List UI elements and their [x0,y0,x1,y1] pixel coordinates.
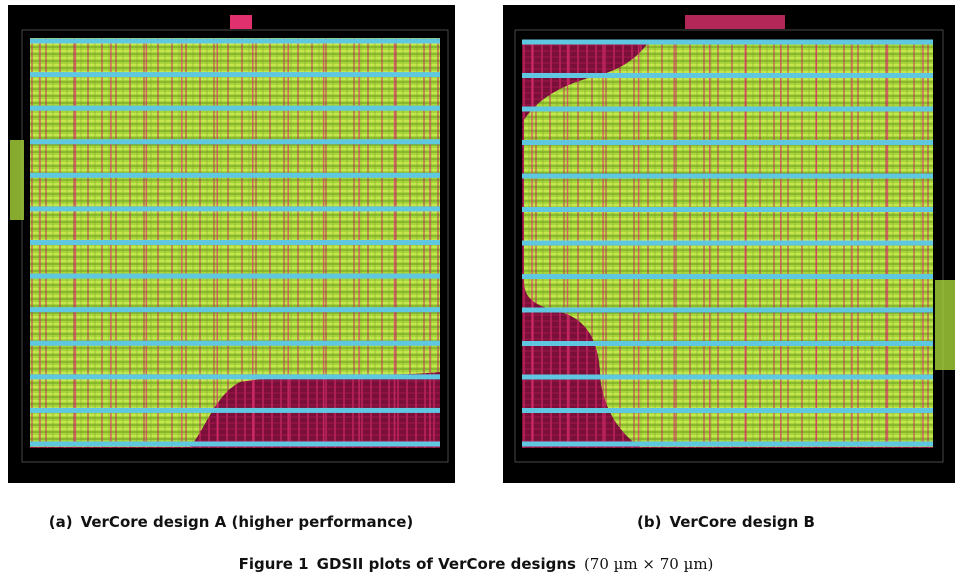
gdsii-plots [8,5,955,483]
power-stripe [30,38,440,44]
caption-text: GDSII plots of VerCore designs [316,555,576,573]
power-stripe [30,407,440,413]
plot-a [8,5,455,483]
power-stripe [522,441,933,447]
power-stripe [522,341,933,346]
power-stripe [30,273,440,279]
power-stripes [30,38,440,447]
panel-label: (b) [637,513,662,531]
power-stripes [522,39,933,447]
figure-caption: Figure 1 GDSII plots of VerCore designs (7… [239,555,722,573]
panel-caption: (b) VerCore design B [637,513,823,531]
plot-b [503,5,955,483]
power-stripe [30,240,440,245]
power-stripe [30,172,440,178]
power-stripe [522,240,933,246]
caption-text: VerCore design A (higher performance) [80,513,414,531]
power-stripe [522,307,933,313]
power-stripe [30,206,440,212]
power-stripe [522,207,933,212]
power-stripe [522,274,933,279]
power-stripe [522,173,933,179]
power-stripe [30,340,440,346]
figure-label: Figure 1 [238,555,309,573]
power-stripe [30,307,440,313]
power-stripe [30,105,440,111]
power-stripe [30,72,440,78]
caption-text: VerCore design B [669,513,815,531]
power-stripe [522,374,933,380]
power-stripe [522,39,933,45]
caption-size: (70 µm × 70 µm) [583,555,714,573]
power-stripe [30,441,440,447]
power-stripe [30,139,440,145]
power-stripe [522,106,933,112]
power-stripe [522,408,933,413]
power-stripe [522,140,933,145]
panel-caption: (a) VerCore design A (higher performance) [49,513,422,531]
power-stripe [30,374,440,380]
panel-label: (a) [48,513,73,531]
power-stripe [522,73,933,78]
